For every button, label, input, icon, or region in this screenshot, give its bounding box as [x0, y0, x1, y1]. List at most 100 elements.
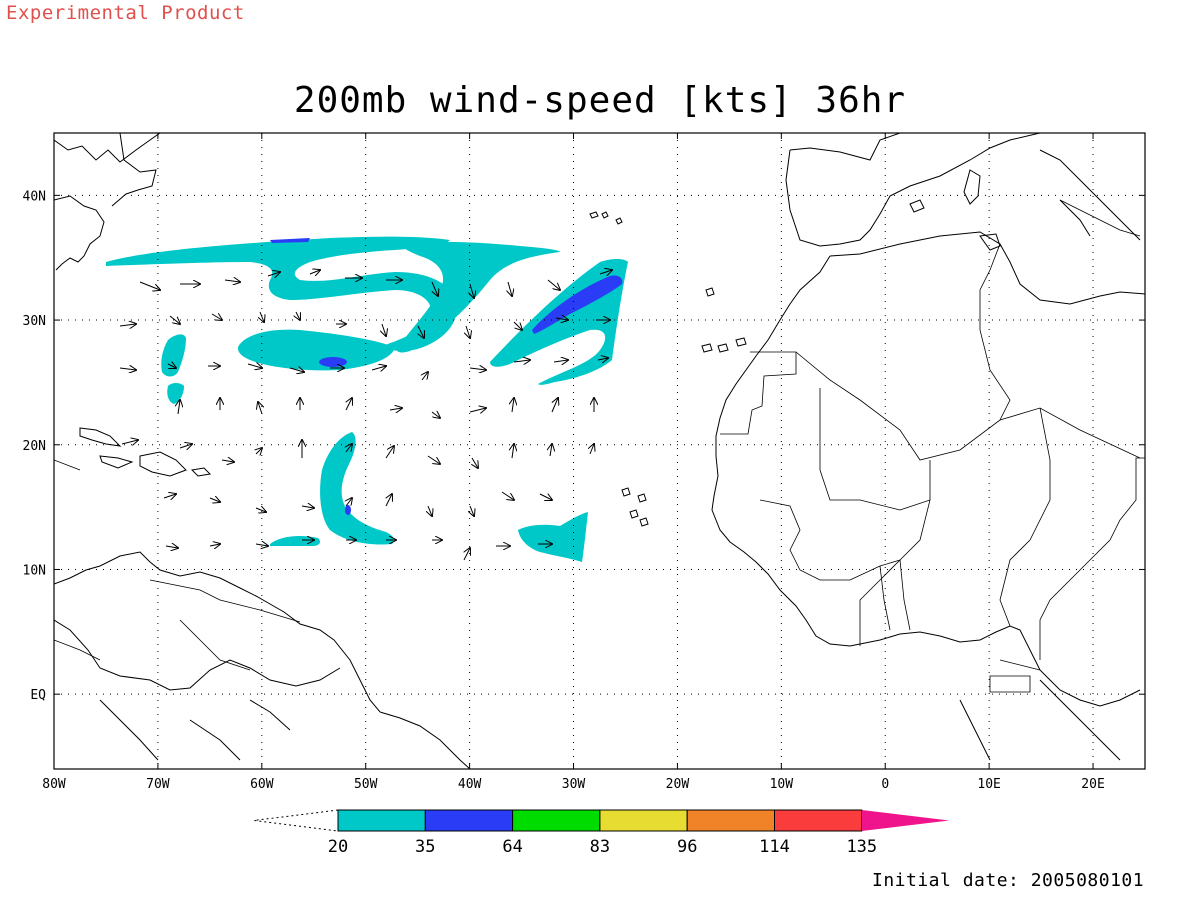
tail-south — [320, 432, 394, 545]
lon-tick-label: 70W — [146, 777, 170, 792]
lon-tick-label: 30W — [562, 777, 586, 792]
cape-verde-islands — [621, 487, 649, 527]
wind-vector — [139, 281, 160, 290]
lon-tick-label: 60W — [250, 777, 274, 792]
lon-tick-label: 40W — [458, 777, 482, 792]
wind-vector — [371, 366, 386, 370]
lon-tick-label: 20W — [666, 777, 690, 792]
colorbar-level-label: 135 — [846, 837, 877, 857]
wind-vector — [346, 444, 352, 453]
jet-band-loop — [238, 329, 395, 371]
lat-tick-label: 40N — [23, 189, 46, 204]
canary-islands — [701, 337, 747, 353]
wind-vector — [555, 318, 568, 320]
map-title: 200mb wind-speed [kts] 36hr — [293, 80, 907, 121]
patch-southeast — [518, 512, 588, 562]
wind-vector — [169, 315, 180, 324]
wind-vector — [165, 546, 178, 548]
wind-speed-core — [270, 238, 623, 515]
wind-vector — [296, 311, 300, 320]
patch-west-small — [167, 383, 184, 404]
wind-vector — [386, 494, 392, 507]
wind-vector — [431, 281, 438, 296]
lon-tick-label: 0 — [881, 777, 889, 792]
wind-vector — [470, 283, 474, 298]
wind-vector — [260, 311, 264, 322]
colorbar-level-label: 96 — [677, 837, 697, 857]
africa-coast — [711, 231, 1145, 707]
wind-vector — [221, 460, 234, 462]
wind-vector — [119, 368, 136, 370]
wind-vector — [224, 280, 240, 282]
wind-vector — [501, 491, 514, 500]
wind-vector — [427, 455, 440, 464]
wind-vector — [382, 323, 386, 336]
colorbar-swatch — [424, 809, 514, 832]
lon-tick-label: 80W — [42, 777, 66, 792]
colorbar-swatch — [686, 809, 776, 832]
italy-islands — [909, 169, 1001, 251]
wind-vector — [167, 364, 176, 368]
wind-vector — [301, 506, 314, 508]
north-america-coast — [54, 133, 161, 271]
wind-vector — [508, 281, 512, 296]
canada-coast — [111, 133, 157, 207]
wind-vector — [512, 444, 514, 459]
wind-vector — [309, 270, 320, 274]
lon-tick-label: 50W — [354, 777, 378, 792]
wind-vector — [550, 444, 552, 457]
wind-vector — [512, 398, 514, 413]
wind-vector — [422, 372, 428, 381]
wind-vector — [470, 505, 474, 516]
coastlines — [54, 133, 1145, 769]
jet-core-east — [532, 275, 623, 334]
wind-vector — [121, 440, 138, 444]
wind-vector — [553, 360, 568, 362]
caribbean-islands — [79, 427, 212, 477]
wind-vector — [464, 548, 470, 561]
wind-vector — [597, 358, 608, 360]
wind-vector — [418, 325, 424, 338]
wind-vector — [385, 446, 394, 459]
wind-vector — [163, 494, 176, 498]
bermuda-azores — [589, 211, 715, 297]
wind-vector — [211, 314, 222, 320]
jet-core-south — [345, 505, 351, 515]
colorbar-under-arrow — [253, 809, 339, 832]
colorbar-swatch — [337, 809, 426, 832]
africa-lower — [959, 679, 1121, 761]
wind-speed-contours — [106, 236, 628, 562]
experimental-product-label: Experimental Product — [6, 2, 245, 24]
map-axes: 80W 70W 60W 50W 40W 30W 20W 10W 0 10E 20E 40N 30N 20N… — [23, 133, 1145, 792]
wind-vector — [513, 321, 522, 330]
wind-vector — [247, 364, 262, 368]
patch-west — [161, 334, 186, 377]
wind-vectors — [119, 270, 612, 561]
wind-vector — [256, 448, 262, 454]
wind-vector — [178, 400, 180, 415]
initial-date-label: Initial date: 2005080101 — [872, 870, 1145, 891]
wind-vector — [513, 360, 530, 362]
map-frame — [53, 132, 1146, 770]
colorbar-level-label: 35 — [415, 837, 435, 857]
wind-vector — [258, 402, 262, 415]
south-america-interior — [54, 619, 341, 761]
wind-vector — [590, 444, 594, 455]
wind-vector — [255, 544, 268, 546]
wind-vector — [428, 505, 432, 516]
lon-tick-label: 10W — [770, 777, 794, 792]
colorbar-level-label: 83 — [590, 837, 610, 857]
lat-tick-label: 30N — [23, 314, 46, 329]
wind-vector — [179, 444, 192, 448]
wind-vector — [346, 498, 352, 507]
colorbar-level-label: 114 — [759, 837, 790, 857]
wind-vector — [346, 398, 352, 411]
wind-vector — [551, 398, 558, 413]
wind-vector — [209, 498, 220, 502]
country-borders — [54, 199, 1145, 693]
jet-core-loop — [319, 357, 347, 367]
wind-vector — [209, 544, 220, 546]
wind-vector — [466, 325, 470, 338]
wind-vector — [472, 457, 478, 468]
